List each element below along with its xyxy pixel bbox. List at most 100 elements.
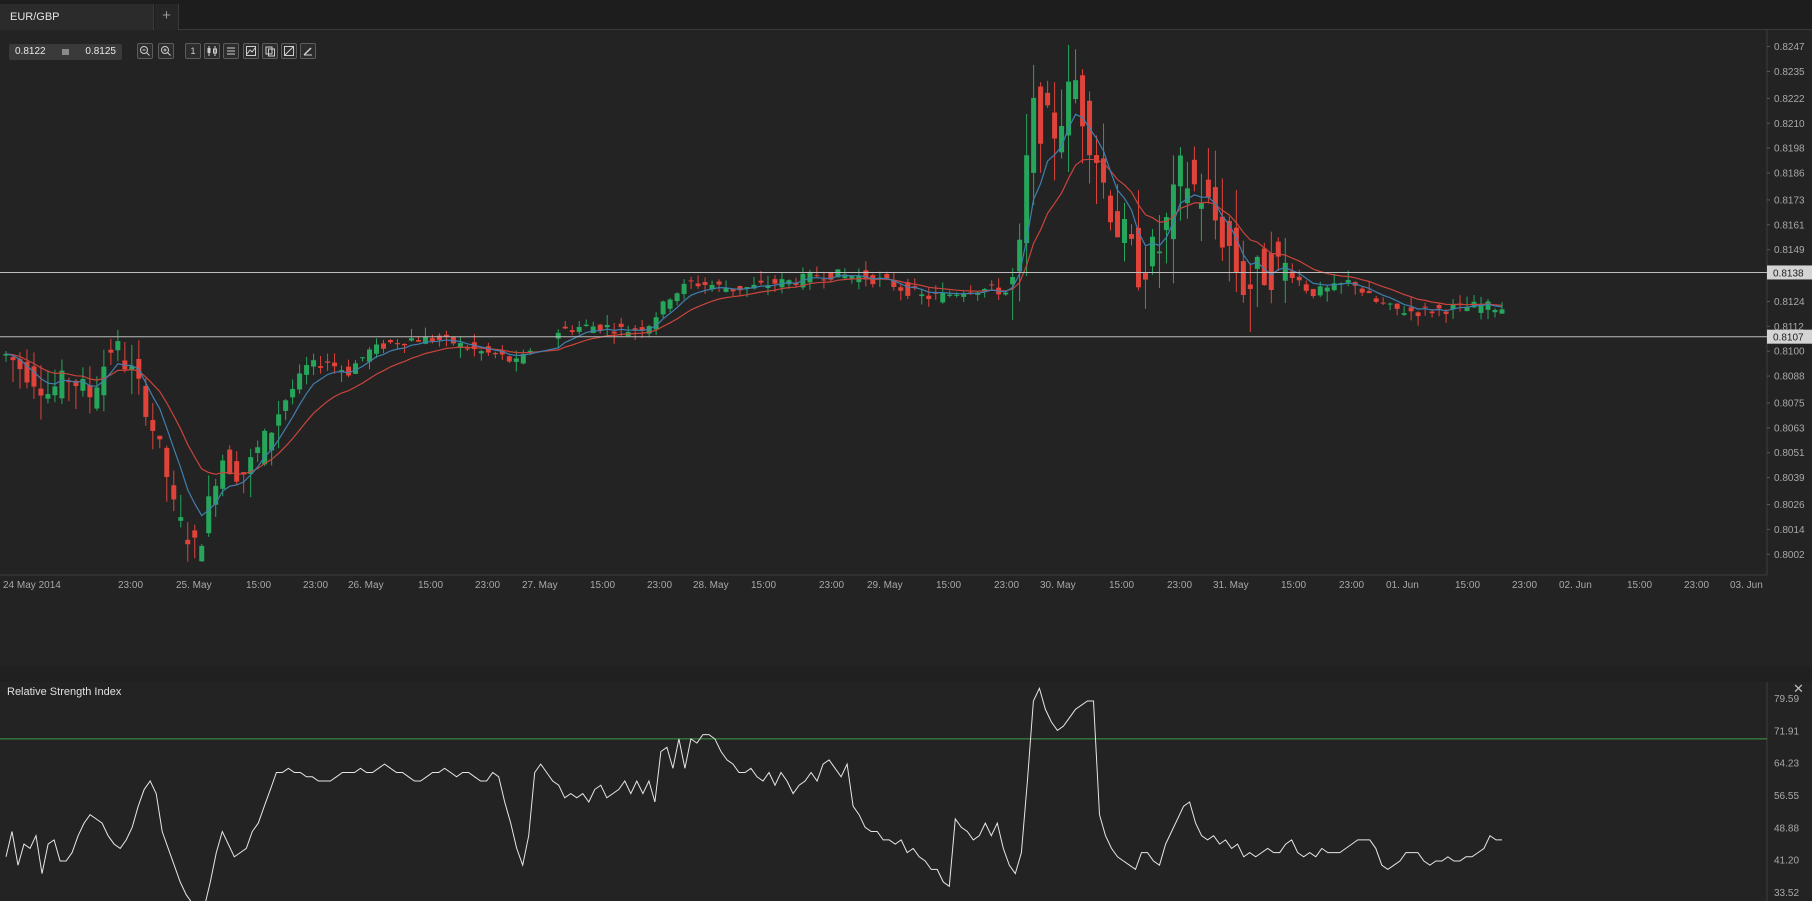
zoom-out-icon[interactable] <box>137 43 153 59</box>
templates-icon[interactable] <box>262 43 278 59</box>
time-tick-label: 23:00 <box>1167 580 1192 591</box>
candle <box>24 349 30 389</box>
candle <box>192 524 198 559</box>
horizontal-lines-group: 0.8138 0.8107 <box>0 265 1812 344</box>
time-tick-label: 15:00 <box>1455 580 1480 591</box>
timeframe-icon[interactable]: 1 <box>185 43 201 59</box>
rsi-panel[interactable]: 79.59 71.91 64.23 56.55 48.88 41.20 33.52 <box>0 682 1812 901</box>
candle <box>255 440 261 462</box>
candle <box>667 298 673 313</box>
candle <box>1240 240 1246 303</box>
candle <box>639 320 645 339</box>
candle <box>443 330 449 347</box>
candle <box>758 271 764 285</box>
candle <box>339 365 345 383</box>
candle <box>982 288 988 298</box>
price-tick-label: 0.8161 <box>1774 220 1805 231</box>
candle-type-icon[interactable] <box>204 43 220 59</box>
studies-icon[interactable] <box>281 43 297 59</box>
candle <box>59 359 65 405</box>
candle <box>1003 291 1009 296</box>
candle <box>1080 69 1086 164</box>
candle <box>576 321 582 335</box>
moving-averages-group <box>5 113 1503 517</box>
horizontal-line-label: 0.8107 <box>1773 333 1804 344</box>
tab-eurgbp[interactable]: EUR/GBP <box>0 4 154 30</box>
rsi-tick-label: 56.55 <box>1774 791 1799 802</box>
candle <box>898 283 904 301</box>
candle <box>367 347 373 370</box>
candle <box>1184 161 1190 219</box>
time-tick-label: 31. May <box>1213 580 1249 591</box>
candle <box>1394 303 1400 316</box>
time-tick-label: 23:00 <box>1684 580 1709 591</box>
time-tick-label: 30. May <box>1040 580 1076 591</box>
candle <box>311 353 317 376</box>
price-tick-label: 0.8026 <box>1774 500 1805 511</box>
price-chart-panel[interactable]: 0.8138 0.8107 0.8247 0.8235 0.8222 0.8210 0.8… <box>0 30 1812 666</box>
close-icon[interactable]: ✕ <box>1793 681 1804 696</box>
quote-separator-icon <box>62 49 69 55</box>
candle <box>842 268 848 280</box>
candle <box>1303 280 1309 294</box>
candle <box>1261 242 1267 286</box>
time-tick-label: 23:00 <box>819 580 844 591</box>
candle <box>618 317 624 337</box>
tab-bar: EUR/GBP + <box>0 0 1812 30</box>
candle <box>262 428 268 467</box>
candle <box>1247 263 1253 332</box>
price-tick-label: 0.8198 <box>1774 144 1805 155</box>
candle <box>87 366 93 414</box>
candle <box>1142 246 1148 309</box>
time-tick-label: 23:00 <box>475 580 500 591</box>
candle <box>828 272 834 282</box>
price-tick-label: 0.8088 <box>1774 372 1805 383</box>
candle <box>1135 190 1141 291</box>
candle <box>919 288 925 305</box>
candle <box>1031 64 1037 206</box>
candle <box>555 329 561 349</box>
indicators-icon[interactable] <box>223 43 239 59</box>
rsi-tick-label: 71.91 <box>1774 726 1799 737</box>
candle <box>695 275 701 289</box>
rsi-line-group <box>5 686 1502 901</box>
candle <box>325 353 331 371</box>
price-tick-label: 0.8173 <box>1774 195 1805 206</box>
price-tick-label: 0.8124 <box>1774 297 1805 308</box>
candle <box>1492 308 1498 318</box>
candle <box>772 275 778 292</box>
candle <box>394 338 400 350</box>
candle <box>241 471 247 494</box>
rsi-tick-label: 64.23 <box>1774 759 1799 770</box>
candle <box>45 370 51 404</box>
candle <box>1094 135 1100 205</box>
candle <box>1052 82 1058 181</box>
candle <box>52 369 58 403</box>
candle <box>716 279 722 293</box>
candle <box>1429 309 1435 318</box>
candle <box>730 289 736 296</box>
candle <box>220 454 226 497</box>
price-tick-label: 0.8100 <box>1774 347 1805 358</box>
candle <box>961 290 967 302</box>
candle <box>380 339 386 354</box>
pen-icon[interactable] <box>300 43 316 59</box>
candle <box>1415 311 1421 326</box>
add-tab-button[interactable]: + <box>155 4 179 30</box>
candle <box>737 285 743 296</box>
time-tick-label: 15:00 <box>936 580 961 591</box>
time-tick-label: 23:00 <box>647 580 672 591</box>
rsi-levels-group <box>0 738 1767 740</box>
candle <box>73 378 79 410</box>
ask-price: 0.8125 <box>85 46 116 57</box>
candle <box>332 353 338 374</box>
drawing-tools-icon[interactable] <box>243 43 259 59</box>
bid-price: 0.8122 <box>15 46 46 57</box>
panel-divider[interactable] <box>0 666 1812 682</box>
zoom-in-icon[interactable] <box>158 43 174 59</box>
candle <box>492 351 498 359</box>
candle <box>374 338 380 358</box>
rsi-chart[interactable]: 79.59 71.91 64.23 56.55 48.88 41.20 33.52 <box>0 682 1812 901</box>
candle <box>164 445 170 502</box>
